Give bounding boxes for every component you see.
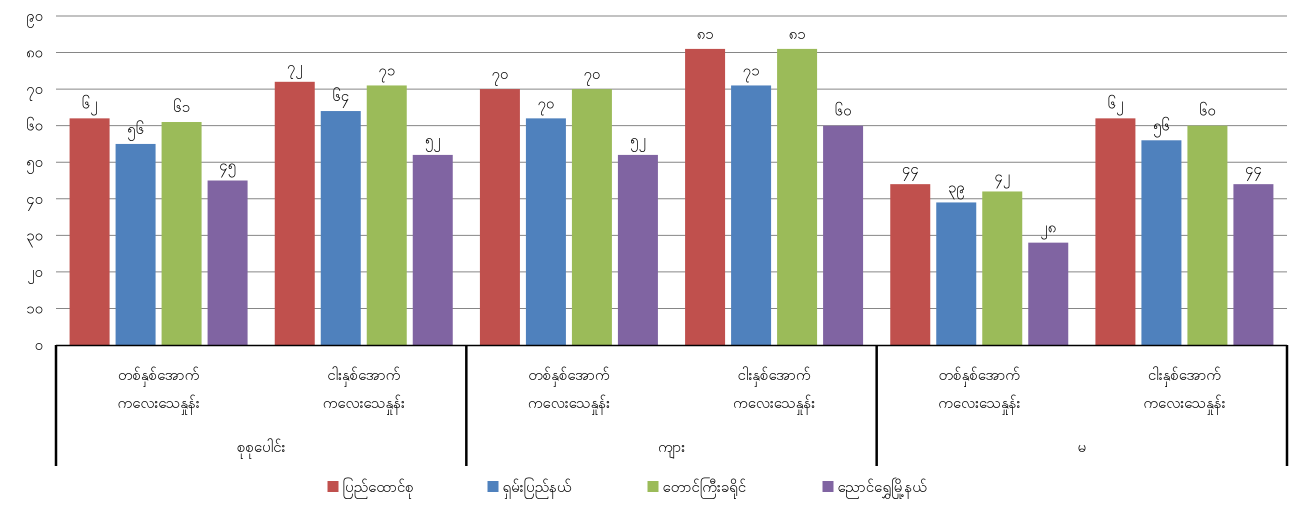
data-label: ၇၀ — [491, 65, 508, 86]
y-tick-label: ၈၀ — [26, 44, 43, 62]
bar — [890, 184, 931, 345]
bar — [479, 89, 520, 345]
data-label: ၆၀ — [1199, 102, 1216, 120]
category-label: ကလေးသေနှုန်း — [118, 394, 200, 415]
data-label: ၇၂ — [287, 58, 303, 79]
category-label: တစ်နှစ်အောက် — [939, 366, 1020, 387]
axes: ၀ ၁၀ ၂၀ ၃၀ ၄၀ ၅၀ ၆၀ ၇၀ ၈၀ ၉၀တစ်နှစ်အောက်ကလေးသေနှု… — [26, 7, 1289, 466]
category-label: ကလေးသေနှုန်း — [323, 394, 405, 415]
bar — [1141, 140, 1182, 345]
category-label: ကလေးသေနှုန်း — [733, 394, 815, 415]
data-label: ၄၄ — [1245, 160, 1262, 181]
data-label: ၄၄ — [902, 160, 919, 181]
bar — [1187, 125, 1228, 346]
category-label: ကလေးသေနှုန်း — [528, 394, 610, 415]
data-label: ၇၁ — [743, 61, 760, 82]
data-label: ၆၂ — [82, 94, 98, 115]
bar — [525, 118, 566, 345]
legend-label: ပြည်ထောင်စု — [343, 477, 414, 499]
y-tick-label: ၅၀ — [26, 153, 43, 174]
legend-label: ညောင်ရွှေမြို့နယ် — [838, 477, 927, 499]
bar — [366, 85, 407, 345]
bars — [69, 48, 1274, 346]
legend-label: ရှမ်းပြည်နယ် — [503, 477, 572, 499]
bar — [1233, 184, 1274, 345]
bar — [207, 180, 248, 345]
group-label: မ — [1078, 438, 1087, 456]
legend-swatch — [822, 481, 834, 492]
bar — [731, 85, 772, 345]
y-tick-label: ၃၀ — [26, 226, 43, 247]
bar — [115, 143, 156, 345]
category-label: ကလေးသေနှုန်း — [1143, 394, 1225, 415]
bar — [936, 202, 977, 345]
bar — [685, 48, 726, 346]
bar — [777, 48, 818, 346]
data-label: ၅၂ — [425, 131, 441, 152]
legend: ပြည်ထောင်စု ရှမ်းပြည်နယ် တောင်ကြီးခရိုင် ညေ… — [327, 477, 927, 499]
y-tick-label: ၂၀ — [27, 263, 43, 284]
bar — [1095, 118, 1136, 345]
bar — [1028, 242, 1069, 345]
bar — [571, 89, 612, 345]
legend-swatch — [487, 481, 499, 492]
category-label: ငါးနှစ်အောက် — [738, 366, 811, 387]
y-tick-label: ၄၀ — [26, 190, 43, 211]
legend-swatch — [647, 481, 659, 492]
bar — [161, 122, 202, 345]
bar — [412, 154, 453, 345]
data-label: ၇၀ — [537, 94, 554, 115]
data-labels: ၆၂၅၆၆၁၄၅၇၂၆၄၇၁၅၂၇၀၇၀၇၀၅၂၈၁၇၁၈၁၆၀၄၄၃၉၄၂၂၈… — [82, 25, 1262, 240]
data-label: ၈၁ — [697, 25, 714, 43]
data-label: ၆၁ — [173, 98, 190, 116]
bar — [69, 118, 110, 345]
data-label: ၆၂ — [1108, 94, 1124, 115]
data-label: ၅၆ — [127, 120, 144, 141]
group-label: ကျား — [658, 438, 685, 459]
data-label: ၄၅ — [219, 157, 236, 178]
data-label: ၄၂ — [994, 167, 1010, 188]
group-label: စုစုပေါင်း — [237, 438, 285, 459]
data-label: ၈၁ — [789, 25, 806, 43]
category-label: တစ်နှစ်အောက် — [528, 366, 609, 387]
data-label: ၂၈ — [1040, 219, 1056, 240]
bar — [320, 111, 361, 346]
data-label: ၅၆ — [1153, 116, 1170, 137]
y-tick-label: ၁၀ — [26, 299, 43, 317]
legend-swatch — [327, 481, 339, 492]
data-label: ၅၂ — [630, 131, 646, 152]
y-tick-label: ၉၀ — [26, 7, 43, 28]
gridlines — [56, 15, 1287, 309]
y-tick-label: ၇၀ — [26, 80, 43, 101]
category-label: ငါးနှစ်အောက် — [327, 366, 400, 387]
data-label: ၆၄ — [332, 87, 349, 108]
bar — [823, 125, 864, 346]
category-label: ကလေးသေနှုန်း — [938, 394, 1020, 415]
bar — [617, 154, 658, 345]
data-label: ၇၁ — [378, 61, 395, 82]
y-tick-label: ၀ — [35, 336, 43, 354]
category-label: ငါးနှစ်အောက် — [1148, 366, 1221, 387]
bar — [274, 81, 315, 346]
bar — [982, 191, 1023, 345]
data-label: ၃၉ — [948, 178, 965, 199]
legend-label: တောင်ကြီးခရိုင် — [663, 477, 747, 499]
y-tick-label: ၆၀ — [26, 117, 43, 135]
data-label: ၆၀ — [835, 102, 852, 120]
data-label: ၇၀ — [583, 65, 600, 86]
category-label: တစ်နှစ်အောက် — [118, 366, 199, 387]
